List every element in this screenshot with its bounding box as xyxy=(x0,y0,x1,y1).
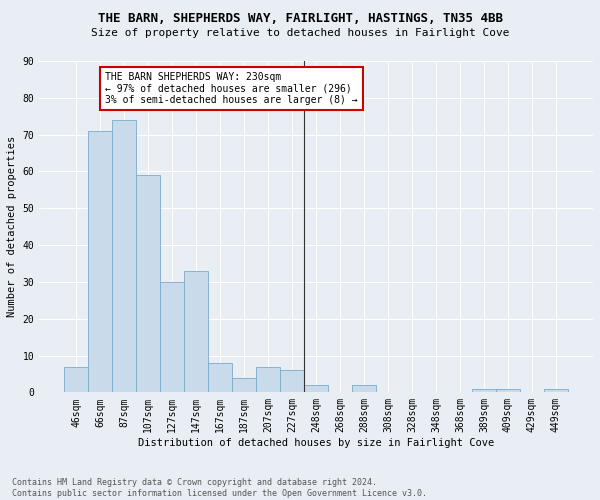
Text: Size of property relative to detached houses in Fairlight Cove: Size of property relative to detached ho… xyxy=(91,28,509,38)
Bar xyxy=(352,385,376,392)
Bar xyxy=(496,388,520,392)
X-axis label: Distribution of detached houses by size in Fairlight Cove: Distribution of detached houses by size … xyxy=(138,438,494,448)
Bar xyxy=(112,120,136,392)
Bar xyxy=(544,388,568,392)
Bar xyxy=(472,388,496,392)
Text: Contains HM Land Registry data © Crown copyright and database right 2024.
Contai: Contains HM Land Registry data © Crown c… xyxy=(12,478,427,498)
Bar xyxy=(280,370,304,392)
Bar xyxy=(64,366,88,392)
Bar xyxy=(304,385,328,392)
Bar xyxy=(136,175,160,392)
Bar xyxy=(256,366,280,392)
Bar xyxy=(184,271,208,392)
Text: THE BARN SHEPHERDS WAY: 230sqm
← 97% of detached houses are smaller (296)
3% of : THE BARN SHEPHERDS WAY: 230sqm ← 97% of … xyxy=(105,72,358,105)
Bar xyxy=(160,282,184,393)
Bar xyxy=(208,363,232,392)
Text: THE BARN, SHEPHERDS WAY, FAIRLIGHT, HASTINGS, TN35 4BB: THE BARN, SHEPHERDS WAY, FAIRLIGHT, HAST… xyxy=(97,12,503,26)
Bar xyxy=(232,378,256,392)
Y-axis label: Number of detached properties: Number of detached properties xyxy=(7,136,17,318)
Bar xyxy=(88,131,112,392)
